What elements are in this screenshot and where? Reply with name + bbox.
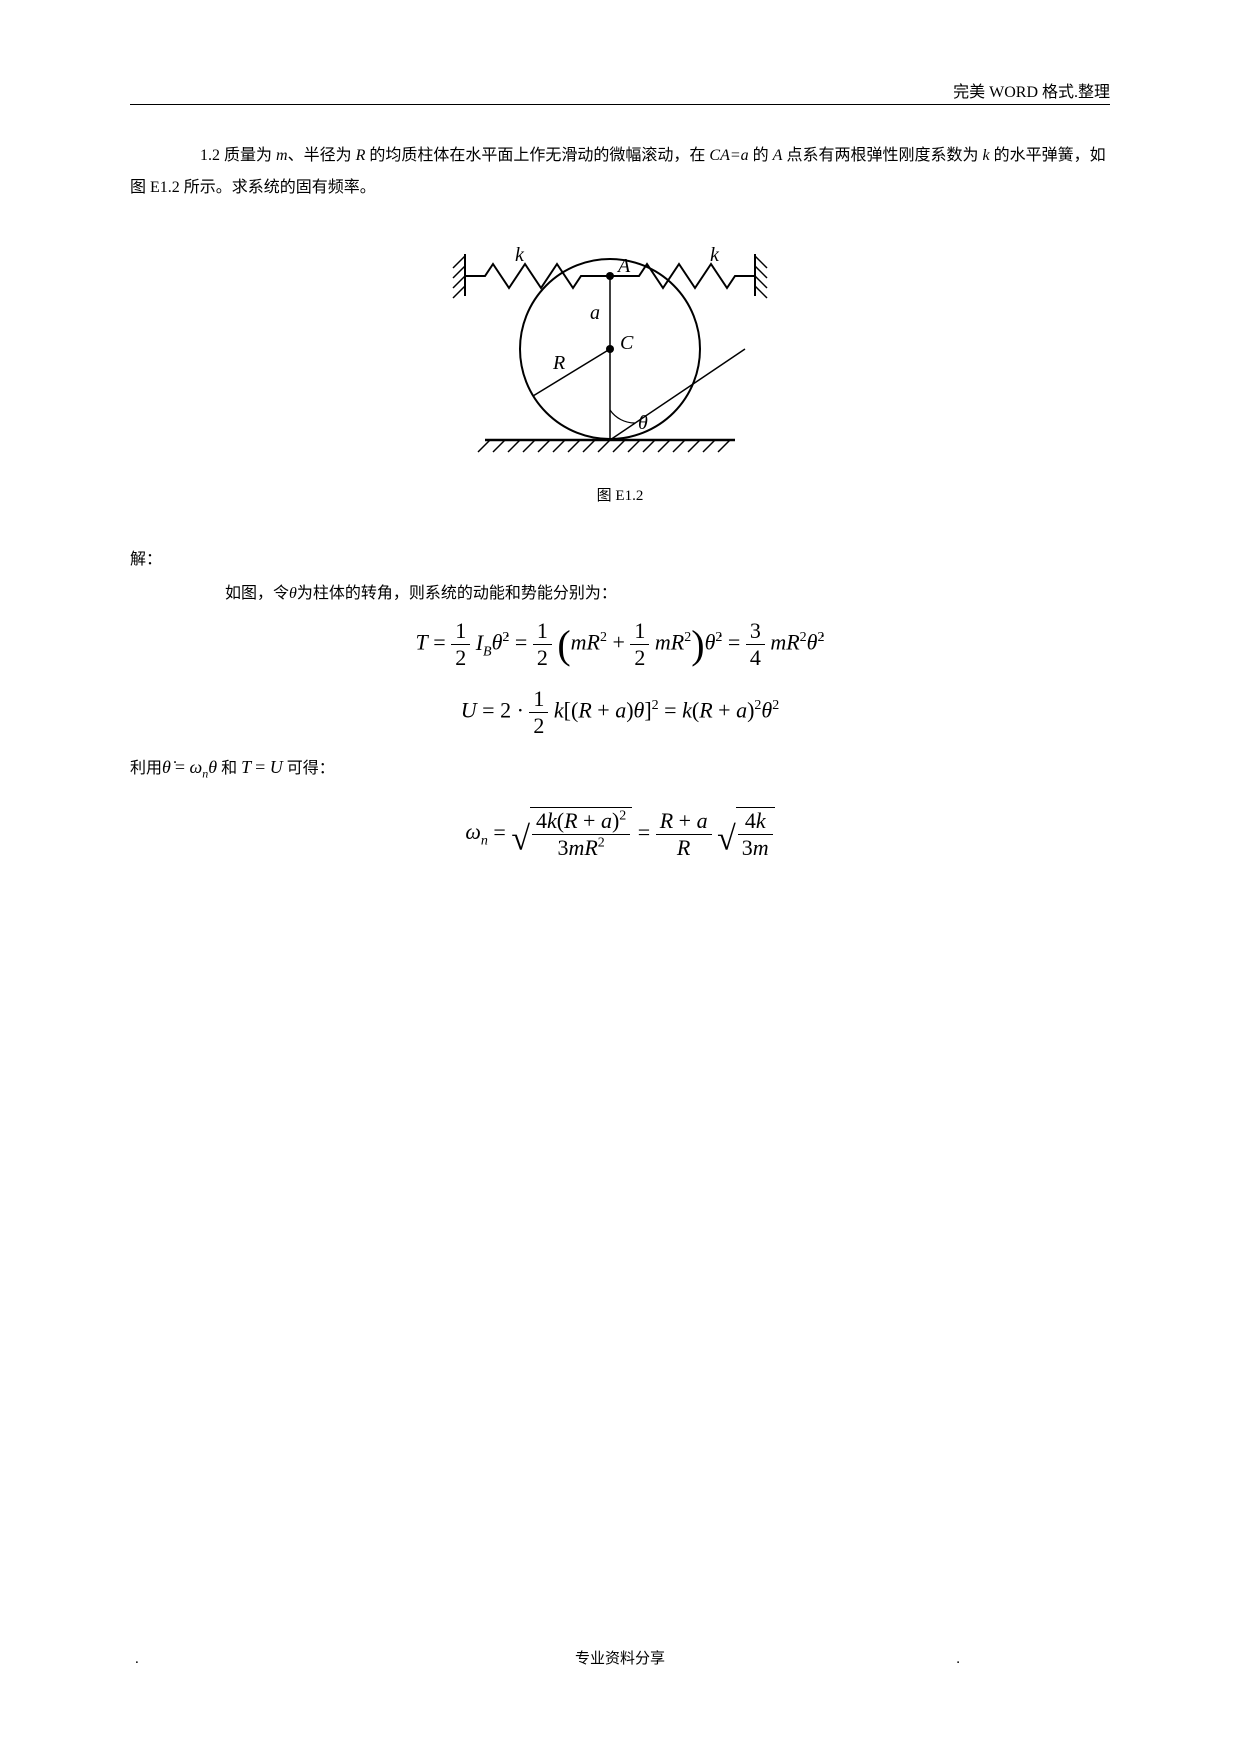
label-R: R [552,352,565,374]
figure-svg: k k A a C R θ [435,234,805,464]
step1-suffix: 为柱体的转角，则系统的动能和势能分别为： [297,585,617,602]
step1-theta: θ [289,585,297,602]
r-line [533,349,610,396]
equation-U: U = 2 · 12 k[(R + a)θ]2 = k(R + a)2θ2 [130,686,1110,739]
step2-suffix: 可得： [287,760,335,777]
label-k-left: k [515,244,525,266]
problem-p1: 质量为 [224,147,272,164]
figure-caption: 图 E1.2 [130,484,1110,505]
equation-omega: ωn = √4k(R + a)23mR2 = R + aR √4k3m [130,807,1110,861]
problem-p5: 的均质柱体在水平面上作无滑动的微幅滚动，在 [369,147,705,164]
problem-statement: 1.2 质量为 m、半径为 R 的均质柱体在水平面上作无滑动的微幅滚动，在 CA… [130,140,1110,204]
ground-hatch [478,440,730,452]
label-k-right: k [710,244,720,266]
var-R: R [356,147,366,164]
theta-arc [610,410,635,423]
step2-prefix: 利用 [130,760,162,777]
problem-p9: 点系有两根弹性刚度系数为 [786,147,978,164]
footer-dot-right: . [956,1651,960,1668]
header-text: 完美 WORD 格式.整理 [953,84,1110,101]
var-m: m [276,147,288,164]
rotated-line [610,349,745,440]
problem-p3: 、半径为 [288,147,352,164]
solution-label: 解： [130,545,1110,569]
right-spring [610,264,755,288]
right-wall [755,254,767,298]
var-k: k [982,147,989,164]
point-a [606,272,614,280]
eq-T-var: T [416,630,428,655]
step2-and: 和 [221,760,237,777]
var-A: A [773,147,783,164]
label-a: a [590,302,600,324]
label-theta: θ [638,412,648,434]
header-underline [130,104,1110,105]
step1-prefix: 如图，令 [225,585,289,602]
label-C: C [620,332,634,354]
label-A: A [616,255,631,277]
figure-e12: k k A a C R θ [130,234,1110,469]
left-spring [465,264,610,288]
page-content: 1.2 质量为 m、半径为 R 的均质柱体在水平面上作无滑动的微幅滚动，在 CA… [130,140,1110,876]
step1: 如图，令θ为柱体的转角，则系统的动能和势能分别为： [225,579,1110,603]
problem-p7: 的 [753,147,769,164]
step2: 利用θ̇ = ωnθ 和 T = U 可得： [130,754,1110,782]
caption-text: 图 E1.2 [597,488,644,504]
page-header: 完美 WORD 格式.整理 [953,78,1110,102]
var-CA: CA=a [709,147,748,164]
point-c [606,345,614,353]
problem-number: 1.2 [200,147,220,164]
solution-label-text: 解： [130,551,162,568]
left-wall [453,254,465,298]
equation-T: T = 12 IBθ̇2 = 12 (mR2 + 12 mR2)θ̇2 = 34… [130,618,1110,671]
footer-center: 专业资料分享 [0,1647,1240,1668]
